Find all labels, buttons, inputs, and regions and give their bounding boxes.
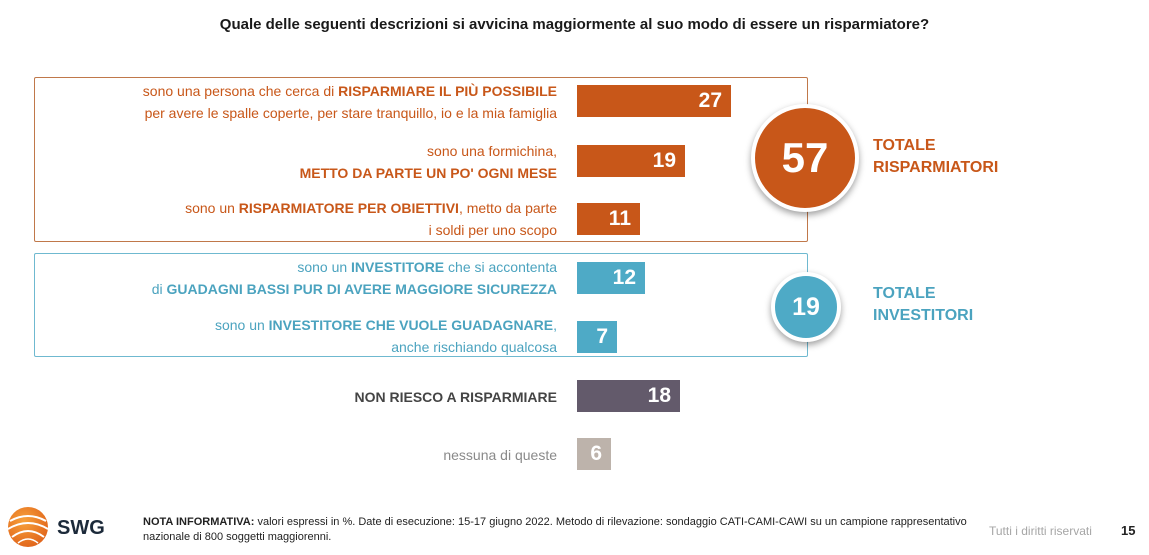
total-investors-label-line1: TOTALE (873, 285, 936, 302)
row-label-segment: di (151, 281, 167, 297)
row-label-segment: INVESTITORE CHE VUOLE GUADAGNARE (268, 317, 554, 333)
rights-reserved-text: Tutti i diritti riservati (989, 524, 1092, 538)
row-label-segment: sono un (297, 259, 352, 275)
bar: 27 (577, 85, 731, 117)
row-label-segment: GUADAGNI BASSI PUR DI AVERE MAGGIORE SIC… (166, 281, 557, 297)
row-label: NON RIESCO A RISPARMIARE (355, 386, 558, 408)
row-label-line: di GUADAGNI BASSI PUR DI AVERE MAGGIORE … (152, 278, 557, 300)
footer-note: NOTA INFORMATIVA: valori espressi in %. … (143, 515, 973, 545)
row-label-segment: RISPARMIATORE PER OBIETTIVI (238, 200, 459, 216)
bar: 11 (577, 203, 640, 235)
footer-note-text: valori espressi in %. Date di esecuzione… (143, 516, 967, 543)
total-savers-label-line2: RISPARMIATORI (873, 159, 999, 176)
row-label-line: nessuna di queste (443, 444, 557, 466)
row-label: sono una persona che cerca di RISPARMIAR… (143, 80, 557, 124)
bar-value-label: 27 (698, 89, 722, 112)
row-label-line: anche rischiando qualcosa (215, 336, 557, 358)
row-label-segment: RISPARMIARE IL PIÙ POSSIBILE (338, 83, 557, 99)
total-savers-circle: 57 (751, 104, 859, 212)
row-label: sono una formichina, METTO DA PARTE UN PO… (300, 140, 557, 184)
row-label-segment: , metto da parte (458, 200, 557, 216)
row-label-line: sono un INVESTITORE CHE VUOLE GUADAGNARE… (215, 314, 557, 336)
bar-value-label: 11 (608, 207, 631, 230)
row-label-segment: INVESTITORE (351, 259, 445, 275)
total-investors-circle: 19 (771, 272, 841, 342)
footer-note-label: NOTA INFORMATIVA: (143, 516, 255, 528)
row-label-line: NON RIESCO A RISPARMIARE (355, 386, 558, 408)
bar-value-label: 12 (612, 266, 636, 289)
row-label-line: sono un INVESTITORE che si accontenta (152, 256, 557, 278)
row-label-line: sono una persona che cerca di RISPARMIAR… (143, 80, 557, 102)
row-label-segment: i soldi per uno scopo (428, 222, 557, 238)
bar: 7 (577, 321, 617, 353)
chart-title: Quale delle seguenti descrizioni si avvi… (219, 16, 930, 33)
row-label-segment: sono un (214, 317, 269, 333)
row-label-segment: per avere le spalle coperte, per stare t… (144, 105, 557, 121)
page-number: 15 (1121, 523, 1136, 538)
bar: 12 (577, 262, 645, 294)
swg-logo-icon (7, 507, 49, 547)
bar-value-label: 6 (590, 442, 602, 465)
row-label-line: sono una formichina, (300, 140, 557, 162)
row-label-line: i soldi per uno scopo (185, 219, 557, 241)
total-savers-value: 57 (781, 134, 829, 181)
row-label-segment: NON RIESCO A RISPARMIARE (354, 389, 558, 405)
row-label-segment: anche rischiando qualcosa (391, 339, 557, 355)
bar: 6 (577, 438, 611, 470)
total-investors-value: 19 (792, 292, 820, 321)
row-label-segment: sono un (185, 200, 239, 216)
bar-value-label: 7 (596, 325, 608, 348)
row-label: sono un INVESTITORE CHE VUOLE GUADAGNARE… (215, 314, 557, 358)
row-label-segment: sono una formichina, (427, 143, 557, 159)
row-label: nessuna di queste (443, 444, 557, 466)
row-label-segment: sono una persona che cerca di (142, 83, 339, 99)
row-label-line: METTO DA PARTE UN PO' OGNI MESE (300, 162, 557, 184)
row-label-line: per avere le spalle coperte, per stare t… (143, 102, 557, 124)
bar: 19 (577, 145, 685, 177)
total-investors-label: TOTALE INVESTITORI (873, 283, 973, 327)
swg-logo-text: SWG (57, 517, 105, 539)
row-label-segment: che si accontenta (444, 259, 557, 275)
bar: 18 (577, 380, 680, 412)
bar-value-label: 19 (652, 149, 676, 172)
total-savers-label: TOTALE RISPARMIATORI (873, 135, 998, 179)
row-label: sono un RISPARMIATORE PER OBIETTIVI, met… (185, 197, 557, 241)
row-label-line: sono un RISPARMIATORE PER OBIETTIVI, met… (185, 197, 557, 219)
row-label-segment: , (553, 317, 557, 333)
row-label-segment: nessuna di queste (443, 447, 557, 463)
total-investors-label-line2: INVESTITORI (873, 307, 974, 324)
total-savers-label-line1: TOTALE (873, 137, 936, 154)
row-label: sono un INVESTITORE che si accontenta di … (152, 256, 557, 300)
row-label-segment: METTO DA PARTE UN PO' OGNI MESE (299, 165, 557, 181)
bar-value-label: 18 (647, 384, 671, 407)
